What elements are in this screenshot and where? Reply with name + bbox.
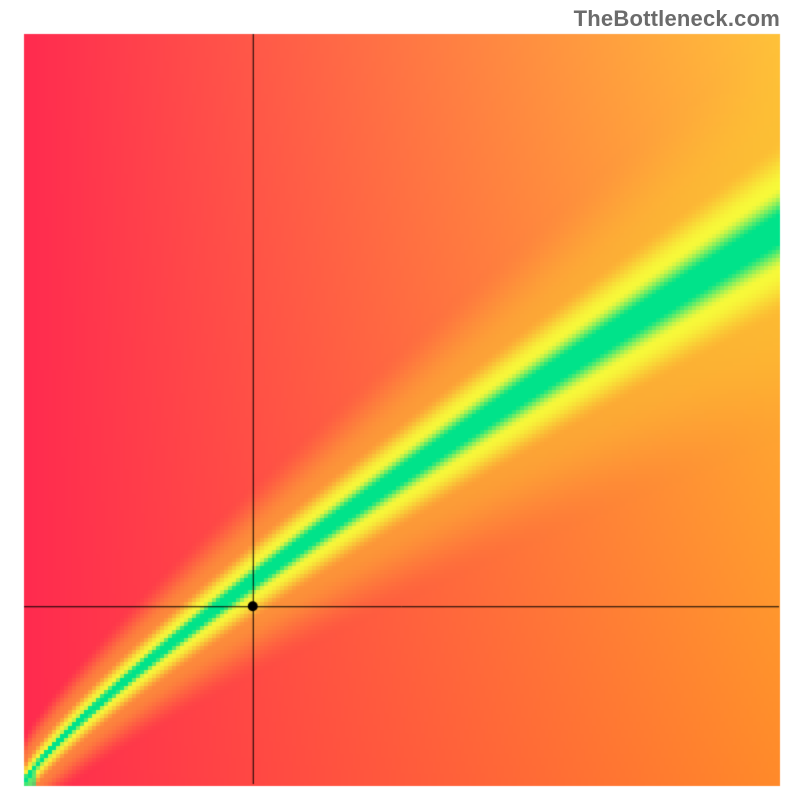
heatmap-canvas xyxy=(0,0,800,800)
watermark-text: TheBottleneck.com xyxy=(574,6,780,32)
bottleneck-heatmap: TheBottleneck.com xyxy=(0,0,800,800)
